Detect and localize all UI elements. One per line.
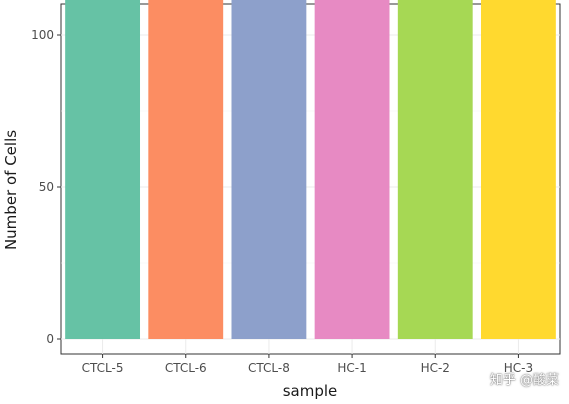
bar xyxy=(480,0,556,339)
x-tick-label: CTCL-5 xyxy=(82,361,124,375)
x-axis: CTCL-5 CTCL-6 CTCL-8 HC-1 HC-2 HC-3 xyxy=(82,354,533,375)
y-tick-label: 100 xyxy=(31,28,54,42)
bar xyxy=(65,0,141,339)
bar xyxy=(314,0,390,340)
bar xyxy=(397,0,473,340)
x-tick-label: HC-1 xyxy=(337,361,366,375)
x-tick-label: HC-3 xyxy=(504,361,533,375)
x-axis-title: sample xyxy=(283,382,338,400)
y-axis-title: Number of Cells xyxy=(2,130,20,250)
y-tick-label: 0 xyxy=(46,332,54,346)
watermark: 知乎 @酸菜 xyxy=(489,373,559,388)
y-tick-label: 50 xyxy=(39,180,54,194)
x-tick-label: CTCL-6 xyxy=(165,361,207,375)
x-tick-label: CTCL-8 xyxy=(248,361,290,375)
x-tick-label: HC-2 xyxy=(421,361,450,375)
bar xyxy=(148,0,224,339)
bars xyxy=(65,0,556,340)
bar xyxy=(231,0,307,339)
plot-panel xyxy=(60,3,561,355)
y-axis: 050100150200 xyxy=(31,28,61,346)
